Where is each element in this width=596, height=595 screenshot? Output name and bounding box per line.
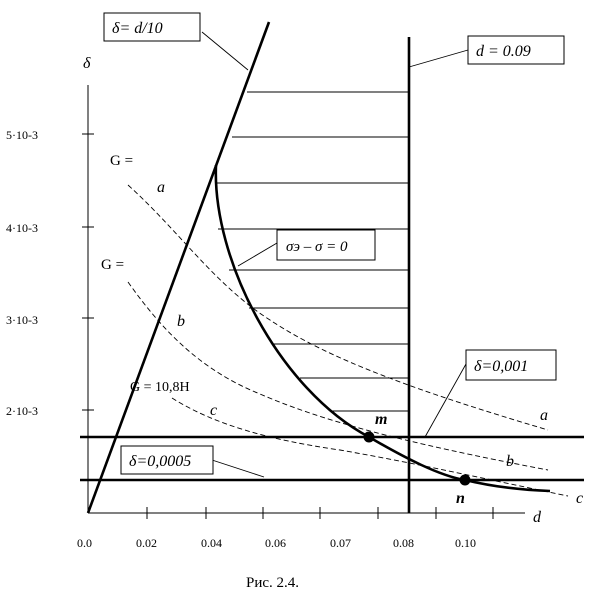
point-n-label: n bbox=[456, 490, 465, 507]
box-sigma-eq bbox=[276, 229, 376, 261]
x-tick-label: 0.0 bbox=[77, 536, 92, 550]
label-G1: G = bbox=[110, 153, 133, 169]
label-a-top: a bbox=[157, 179, 165, 196]
box-delta-eq-text: δ= d/10 bbox=[112, 20, 163, 37]
box-delta-001-text: δ=0,001 bbox=[474, 358, 528, 375]
y-axis-symbol: δ bbox=[83, 55, 91, 72]
label-G2: G = bbox=[101, 257, 124, 273]
box-delta-eq bbox=[103, 12, 201, 42]
label-b-right: b bbox=[506, 453, 514, 470]
figure-caption: Рис. 2.4. bbox=[246, 575, 299, 591]
box-d-limit bbox=[467, 35, 565, 65]
box-d-limit-text: d = 0.09 bbox=[476, 43, 531, 60]
label-b-top: b bbox=[177, 313, 185, 330]
point-m bbox=[363, 431, 375, 443]
x-tick-label: 0.02 bbox=[136, 536, 157, 550]
y-tick-label: 5·10-3 bbox=[6, 128, 38, 142]
label-c-top: c bbox=[210, 402, 217, 419]
box-delta-0005-text: δ=0,0005 bbox=[129, 453, 191, 470]
x-ticks bbox=[146, 507, 494, 519]
dashed-curve-c bbox=[171, 397, 569, 497]
hatch-lines bbox=[217, 91, 409, 412]
x-tick-label: 0.10 bbox=[455, 536, 476, 550]
label-a-right: a bbox=[540, 407, 548, 424]
box-sigma-eq-text: σэ – σ = 0 bbox=[286, 239, 348, 255]
dashed-curve-b bbox=[127, 281, 549, 471]
y-ticks bbox=[82, 133, 94, 411]
point-m-label: m bbox=[375, 411, 387, 428]
x-tick-label: 0.04 bbox=[201, 536, 222, 550]
line-delta-d-over-10 bbox=[86, 21, 271, 514]
label-G3: G = 10,8Н bbox=[130, 380, 190, 395]
label-c-right: c bbox=[576, 490, 583, 507]
dashed-curve-a bbox=[127, 184, 549, 431]
x-axis-symbol: d bbox=[533, 509, 542, 526]
y-tick-label: 3·10-3 bbox=[6, 313, 38, 327]
point-n bbox=[459, 474, 471, 486]
y-tick-label: 2·10-3 bbox=[6, 404, 38, 418]
leader-lines bbox=[201, 31, 469, 478]
x-tick-label: 0.08 bbox=[393, 536, 414, 550]
x-tick-label: 0.06 bbox=[265, 536, 286, 550]
y-tick-label: 4·10-3 bbox=[6, 221, 38, 235]
box-delta-001 bbox=[465, 349, 557, 381]
x-tick-label: 0.07 bbox=[330, 536, 351, 550]
box-delta-0005 bbox=[120, 445, 214, 475]
curve-sigma-zero bbox=[214, 164, 551, 493]
